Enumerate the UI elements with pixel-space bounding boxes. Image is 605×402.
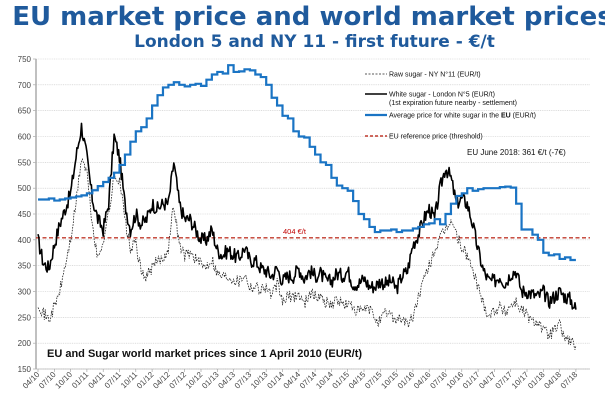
x-tick-label: 01/12 xyxy=(135,370,156,391)
legend-label-reference-price: EU reference price (threshold) xyxy=(389,134,483,141)
x-tick-label: 10/13 xyxy=(249,370,270,391)
x-tick-label: 01/11 xyxy=(70,370,90,390)
series-line-average-price-for-white-sugar-in-the-eu-eur-t xyxy=(38,64,576,262)
x-tick-label: 10/17 xyxy=(510,370,531,391)
y-tick-label: 650 xyxy=(18,107,32,116)
legend: Raw sugar - NY N°11 (EUR/t) White sugar … xyxy=(365,71,536,141)
series-line-white-sugar-london-n-5-eur-t-1st-expiration-future-nearby-settlement xyxy=(37,122,577,310)
x-tick-label: 07/15 xyxy=(363,370,384,391)
y-tick-label: 250 xyxy=(18,313,32,322)
x-tick-label: 04/16 xyxy=(412,370,433,391)
x-tick-label: 01/18 xyxy=(526,370,547,391)
x-tick-label: 04/11 xyxy=(87,370,107,390)
x-tick-label: 10/12 xyxy=(184,370,205,391)
annotation-reference-price: 404 €/t xyxy=(283,227,307,236)
x-tick-label: 01/15 xyxy=(331,370,352,391)
x-tick-label: 07/16 xyxy=(428,370,449,391)
annotation-eu-june-2018: EU June 2018: 361 €/t (-7€) xyxy=(467,148,566,157)
series-line-raw-sugar-ny-n-11-eur-t xyxy=(37,157,577,350)
y-tick-label: 500 xyxy=(18,184,32,193)
y-tick-label: 600 xyxy=(18,133,32,142)
legend-label-raw-sugar: Raw sugar - NY N°11 (EUR/t) xyxy=(389,71,481,79)
y-tick-label: 750 xyxy=(18,55,32,64)
x-tick-label: 10/15 xyxy=(379,370,400,391)
y-tick-label: 700 xyxy=(18,81,32,90)
chart-inner-caption: EU and Sugar world market prices since 1… xyxy=(47,348,362,360)
chart-title: EU market price and world market prices xyxy=(12,2,605,32)
legend-label-white-sugar-note: (1st expiration future nearby - settleme… xyxy=(389,100,517,107)
x-tick-label: 04/12 xyxy=(151,370,172,391)
x-tick-label: 07/13 xyxy=(233,370,254,391)
x-tick-label: 01/13 xyxy=(200,370,221,391)
x-tick-label: 07/17 xyxy=(494,370,515,391)
x-tick-label: 07/14 xyxy=(298,370,319,391)
x-tick-label: 04/13 xyxy=(216,370,237,391)
x-tick-label: 10/16 xyxy=(445,370,466,391)
y-tick-label: 450 xyxy=(18,210,32,219)
x-tick-label: 01/14 xyxy=(265,370,286,391)
x-tick-label: 10/10 xyxy=(53,370,74,391)
y-tick-label: 200 xyxy=(18,339,32,348)
x-tick-label: 04/18 xyxy=(542,370,563,391)
x-tick-label: 07/11 xyxy=(103,370,123,390)
legend-label-white-sugar: White sugar - London N°5 (EUR/t) xyxy=(389,91,495,99)
x-tick-label: 01/16 xyxy=(396,370,417,391)
y-tick-label: 350 xyxy=(18,262,32,271)
x-tick-label: 04/14 xyxy=(282,370,303,391)
series-layer xyxy=(36,64,590,350)
y-tick-label: 150 xyxy=(18,365,32,374)
x-tick-label: 04/15 xyxy=(347,370,368,391)
chart-subtitle: London 5 and NY 11 - first future - €/t xyxy=(134,32,495,52)
x-tick-label: 07/18 xyxy=(559,370,580,391)
y-tick-label: 300 xyxy=(18,288,32,297)
legend-label-eu-average: Average price for white sugar in the EU … xyxy=(389,113,536,120)
x-tick-label: 10/14 xyxy=(314,370,335,391)
y-tick-label: 550 xyxy=(18,158,32,167)
x-tick-label: 07/12 xyxy=(168,370,189,391)
y-axis: 150 200 250 300 350 400 450 500 550 600 650 700 750 xyxy=(18,55,37,374)
x-tick-label: 01/17 xyxy=(461,370,482,391)
x-tick-label: 07/10 xyxy=(37,370,58,391)
y-tick-label: 400 xyxy=(18,236,32,245)
x-tick-label: 04/17 xyxy=(477,370,498,391)
x-axis: 04/1007/1010/1001/1104/1107/1110/1101/12… xyxy=(21,368,590,391)
